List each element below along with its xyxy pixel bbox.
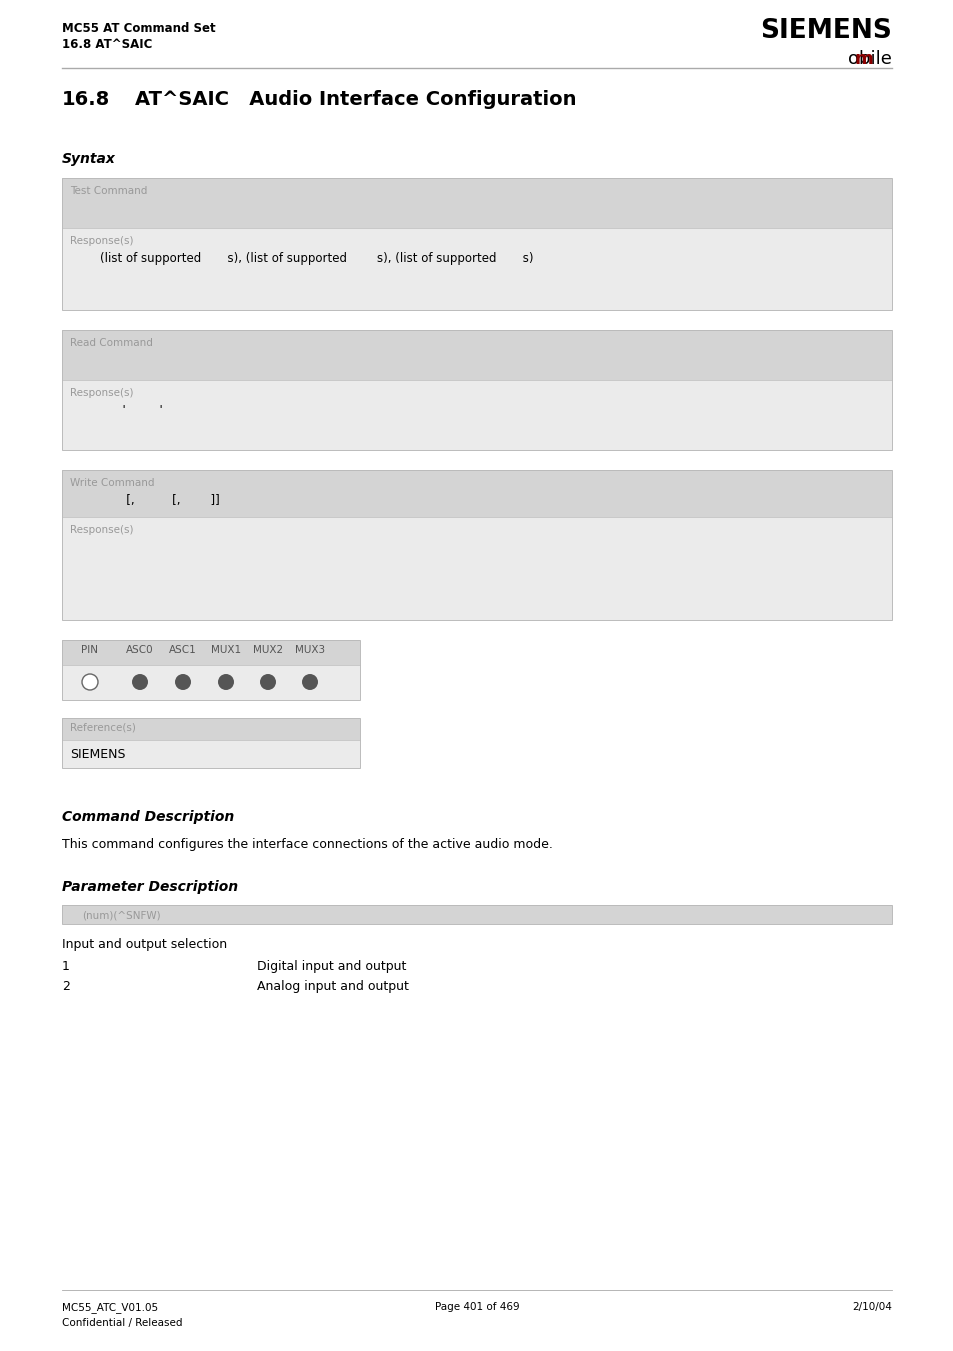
Bar — [62, 717, 359, 767]
Circle shape — [174, 674, 191, 690]
Bar — [62, 470, 891, 517]
Bar — [62, 470, 891, 620]
Text: Confidential / Released: Confidential / Released — [62, 1319, 182, 1328]
Bar — [62, 517, 891, 620]
Circle shape — [218, 674, 233, 690]
Circle shape — [132, 674, 148, 690]
Circle shape — [260, 674, 275, 690]
Bar — [62, 905, 891, 924]
Bar — [62, 640, 359, 665]
Bar — [62, 178, 891, 228]
Bar — [62, 740, 359, 767]
Text: Reference(s): Reference(s) — [70, 723, 135, 734]
Text: Syntax: Syntax — [62, 153, 115, 166]
Text: Analog input and output: Analog input and output — [256, 979, 409, 993]
Bar — [62, 905, 891, 924]
Text: 16.8: 16.8 — [62, 91, 111, 109]
Text: (num)(^SNFW): (num)(^SNFW) — [82, 911, 160, 920]
Text: (list of supported       s), (list of supported        s), (list of supported   : (list of supported s), (list of supporte… — [70, 253, 533, 265]
Text: MUX3: MUX3 — [294, 644, 325, 655]
Text: 2/10/04: 2/10/04 — [851, 1302, 891, 1312]
Text: '         ': ' ' — [70, 404, 163, 417]
Bar — [62, 380, 891, 450]
Text: AT^SAIC   Audio Interface Configuration: AT^SAIC Audio Interface Configuration — [135, 91, 576, 109]
Bar — [62, 178, 891, 309]
Text: Digital input and output: Digital input and output — [256, 961, 406, 973]
Bar — [62, 640, 359, 700]
Text: 2: 2 — [62, 979, 70, 993]
Text: Command Description: Command Description — [62, 811, 234, 824]
Text: Read Command: Read Command — [70, 338, 152, 349]
Text: obile: obile — [847, 50, 891, 68]
Text: MUX2: MUX2 — [253, 644, 283, 655]
Text: This command configures the interface connections of the active audio mode.: This command configures the interface co… — [62, 838, 553, 851]
Bar — [62, 330, 891, 380]
Text: Parameter Description: Parameter Description — [62, 880, 238, 894]
Text: 1: 1 — [62, 961, 70, 973]
Bar — [62, 717, 359, 740]
Text: Test Command: Test Command — [70, 186, 147, 196]
Text: Write Command: Write Command — [70, 478, 154, 488]
Text: MC55 AT Command Set: MC55 AT Command Set — [62, 22, 215, 35]
Text: SIEMENS: SIEMENS — [760, 18, 891, 45]
Text: m: m — [854, 50, 873, 68]
Circle shape — [82, 674, 98, 690]
Text: Input and output selection: Input and output selection — [62, 938, 227, 951]
Text: MC55_ATC_V01.05: MC55_ATC_V01.05 — [62, 1302, 158, 1313]
Text: SIEMENS: SIEMENS — [70, 748, 126, 761]
Text: Response(s): Response(s) — [70, 526, 133, 535]
Text: Page 401 of 469: Page 401 of 469 — [435, 1302, 518, 1312]
Bar — [62, 228, 891, 309]
Text: [,          [,        ]]: [, [, ]] — [70, 494, 219, 507]
Bar — [62, 330, 891, 450]
Text: Response(s): Response(s) — [70, 388, 133, 399]
Text: Response(s): Response(s) — [70, 236, 133, 246]
Circle shape — [302, 674, 317, 690]
Text: ASC0: ASC0 — [126, 644, 153, 655]
Text: ASC1: ASC1 — [169, 644, 196, 655]
Text: PIN: PIN — [81, 644, 98, 655]
Bar — [62, 665, 359, 700]
Text: 16.8 AT^SAIC: 16.8 AT^SAIC — [62, 38, 152, 51]
Text: MUX1: MUX1 — [211, 644, 241, 655]
